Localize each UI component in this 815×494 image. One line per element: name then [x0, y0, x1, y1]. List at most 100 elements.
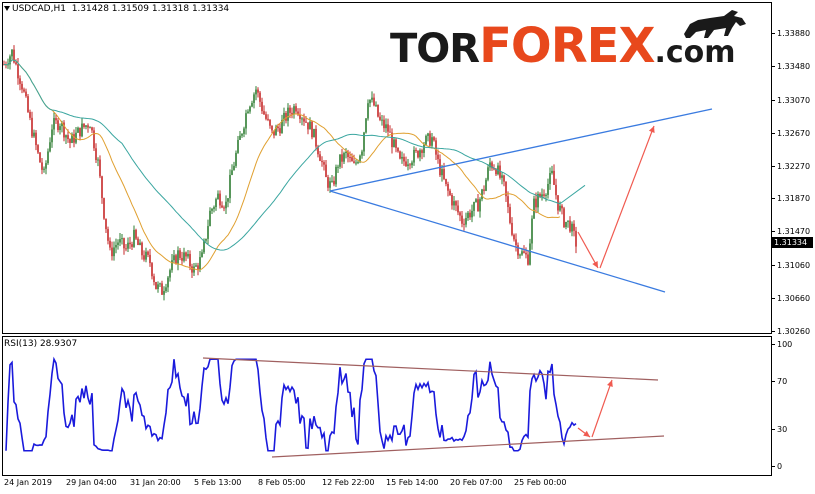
candle-body: [109, 240, 111, 248]
candle-body: [157, 284, 159, 290]
candle-body: [401, 156, 403, 159]
candle-body: [145, 251, 147, 260]
candle-body: [139, 242, 141, 245]
candle-body: [9, 56, 11, 65]
candle-body: [527, 254, 529, 265]
candle-body: [119, 239, 121, 243]
candle-body: [273, 130, 275, 136]
candle-body: [353, 161, 355, 163]
candle-body: [189, 253, 191, 267]
candle-body: [169, 270, 171, 278]
candle-body: [17, 64, 19, 79]
candle-body: [293, 106, 295, 115]
candle-body: [355, 162, 357, 164]
candle-body: [315, 128, 317, 147]
candle-body: [105, 218, 107, 230]
candle-body: [443, 169, 445, 179]
candle-body: [95, 148, 97, 161]
candle-body: [19, 78, 21, 84]
candle-body: [329, 181, 331, 188]
candle-body: [371, 97, 373, 100]
candle-body: [343, 153, 345, 162]
candle-body: [217, 193, 219, 200]
candle-body: [239, 135, 241, 140]
price-scale[interactable]: 1.33880 1.33480 1.33070 1.32670 1.32270 1.318…: [771, 2, 815, 336]
candle-body: [349, 157, 351, 159]
candle-body: [211, 208, 213, 211]
candle-body: [377, 104, 379, 117]
rsi-line: [5, 356, 577, 452]
candle-body: [367, 103, 369, 119]
candle-body: [81, 123, 83, 137]
candle-body: [163, 291, 165, 295]
candle-body: [229, 174, 231, 199]
candle-body: [563, 208, 565, 228]
candle-body: [51, 129, 53, 143]
candle-body: [225, 201, 227, 209]
candle-body: [479, 199, 481, 212]
candle-body: [507, 196, 509, 208]
candle-body: [23, 89, 25, 92]
candle-body: [175, 255, 177, 264]
candle-body: [121, 238, 123, 240]
time-axis[interactable]: 24 Jan 2019 29 Jan 04:00 31 Jan 20:00 5 Feb…: [0, 476, 815, 494]
candle-body: [197, 265, 199, 270]
candle-body: [193, 266, 195, 273]
candle-body: [379, 116, 381, 120]
candle-body: [153, 276, 155, 283]
candle-body: [449, 190, 451, 195]
candle-body: [287, 107, 289, 121]
forecast-arrow-up: [599, 125, 655, 269]
candle-body: [209, 210, 211, 227]
candle-body: [61, 122, 63, 127]
candle-body: [249, 106, 251, 112]
candle-body: [533, 198, 535, 219]
candle-body: [299, 114, 301, 119]
candle-body: [77, 127, 79, 133]
candle-body: [233, 165, 235, 171]
candle-body: [271, 125, 273, 131]
candle-body: [341, 154, 343, 162]
candle-body: [389, 131, 391, 133]
candle-body: [575, 230, 577, 247]
dropdown-triangle-icon[interactable]: [4, 6, 10, 11]
candle-body: [461, 215, 463, 224]
candle-body: [515, 239, 517, 246]
candle-body: [159, 283, 161, 285]
candle-body: [63, 122, 65, 138]
forecast-arrow-up-head: [648, 126, 655, 133]
time-tick: 24 Jan 2019: [4, 478, 52, 487]
lower-trend-line: [329, 190, 666, 293]
candle-body: [525, 252, 527, 255]
rsi-scale[interactable]: 100 70 30 0: [771, 336, 815, 474]
candle-body: [181, 257, 183, 261]
candle-body: [553, 170, 555, 185]
candle-body: [41, 162, 43, 170]
candle-body: [21, 83, 23, 90]
candle-body: [405, 161, 407, 166]
candle-body: [305, 121, 307, 123]
candle-body: [167, 277, 169, 288]
candle-body: [27, 96, 29, 112]
candle-body: [131, 244, 133, 247]
candle-body: [247, 111, 249, 114]
rsi-indicator-panel[interactable]: [2, 336, 772, 476]
candle-body: [419, 150, 421, 158]
candle-body: [281, 119, 283, 134]
candle-body: [79, 127, 81, 137]
candle-body: [321, 160, 323, 163]
symbol-label: USDCAD,H1: [12, 4, 66, 14]
candle-body: [385, 124, 387, 129]
upper-trend-line: [329, 108, 713, 192]
rsi-arrow-up: [591, 379, 613, 438]
candle-body: [87, 125, 89, 128]
price-chart-panel[interactable]: [2, 2, 772, 334]
candle-body: [203, 240, 205, 253]
candle-body: [529, 243, 531, 265]
candle-body: [395, 139, 397, 148]
candle-body: [333, 180, 335, 185]
candle-body: [415, 149, 417, 151]
candle-body: [265, 114, 267, 119]
candle-body: [205, 238, 207, 241]
